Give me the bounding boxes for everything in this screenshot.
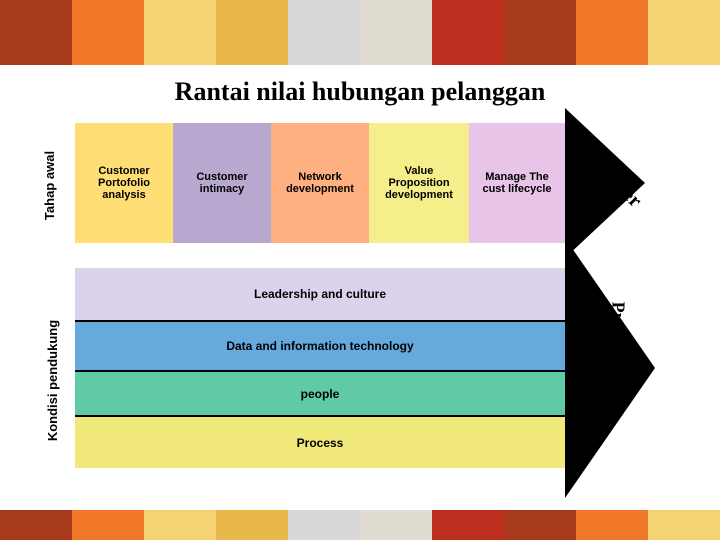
stage-customer-intimacy: Customer intimacy (173, 123, 271, 243)
upper-arrow-body: Customer Portofolio analysis Customer in… (75, 123, 565, 243)
stage-customer-portfolio: Customer Portofolio analysis (75, 123, 173, 243)
bottom-tile (432, 510, 504, 540)
left-label-upper: Tahap awal (42, 151, 57, 220)
top-tile (576, 0, 648, 65)
bottom-tile (288, 510, 360, 540)
top-decorative-band (0, 0, 720, 65)
bottom-tile (72, 510, 144, 540)
lower-arrow-group: Leadership and culture Data and informat… (75, 268, 635, 468)
bottom-tile (360, 510, 432, 540)
stage-value-proposition: Value Proposition development (369, 123, 469, 243)
bottom-tile (648, 510, 720, 540)
top-tile (72, 0, 144, 65)
layer-process: Process (75, 417, 565, 468)
bottom-tile (0, 510, 72, 540)
top-tile (360, 0, 432, 65)
top-tile (432, 0, 504, 65)
stage-manage-lifecycle: Manage The cust lifecycle (469, 123, 565, 243)
layer-people: people (75, 372, 565, 417)
top-tile (288, 0, 360, 65)
top-tile (504, 0, 576, 65)
top-tile (0, 0, 72, 65)
top-tile (144, 0, 216, 65)
layer-leadership-culture: Leadership and culture (75, 268, 565, 322)
top-tile (216, 0, 288, 65)
bottom-tile (144, 510, 216, 540)
top-tile (648, 0, 720, 65)
value-chain-diagram: Tahap awal Kondisi pendukung Customer Po… (50, 123, 670, 483)
left-label-lower: Kondisi pendukung (45, 320, 60, 441)
bottom-decorative-band (0, 510, 720, 540)
lower-arrow-label: Profitability (608, 302, 629, 396)
bottom-tile (576, 510, 648, 540)
page-title: Rantai nilai hubungan pelanggan (0, 65, 720, 113)
bottom-tile (216, 510, 288, 540)
stage-network-development: Network development (271, 123, 369, 243)
bottom-tile (504, 510, 576, 540)
layer-data-it: Data and information technology (75, 322, 565, 372)
upper-arrow-group: Customer Portofolio analysis Customer in… (75, 123, 635, 243)
